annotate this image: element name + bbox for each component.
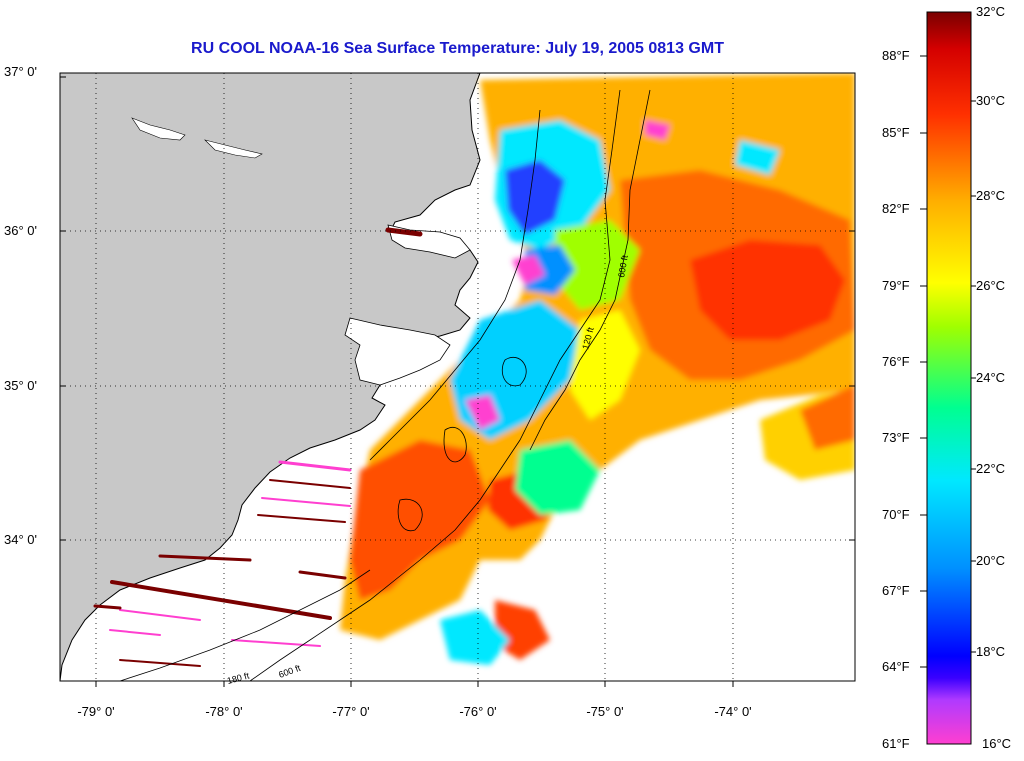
frame-ticks bbox=[60, 76, 855, 687]
colorbar-f-88: 88°F bbox=[882, 48, 910, 63]
noise-streaks bbox=[93, 227, 423, 667]
contour-label-1: 600 ft bbox=[616, 254, 630, 278]
sst-data-layer bbox=[340, 73, 855, 665]
river-estuary-1 bbox=[131, 117, 186, 141]
colorbar-c-16: 16°C bbox=[982, 736, 1012, 751]
colorbar-f-79: 79°F bbox=[882, 278, 910, 293]
colorbar-f-70: 70°F bbox=[882, 507, 910, 522]
colorbar-f-85: 85°F bbox=[882, 125, 910, 140]
lon-label-77: -77° 0' bbox=[332, 704, 370, 719]
colorbar-f-76: 76°F bbox=[882, 354, 910, 369]
colorbar-c-22: 22°C bbox=[976, 461, 1006, 476]
colorbar-c-30: 30°C bbox=[976, 93, 1006, 108]
map-title: RU COOL NOAA-16 Sea Surface Temperature:… bbox=[191, 40, 724, 57]
lon-label-76: -76° 0' bbox=[459, 704, 497, 719]
lon-label-79: -79° 0' bbox=[77, 704, 115, 719]
lon-label-78: -78° 0' bbox=[205, 704, 243, 719]
colorbar-f-82: 82°F bbox=[882, 201, 910, 216]
colorbar bbox=[926, 11, 972, 745]
colorbar-ticks bbox=[920, 55, 976, 668]
colorbar-c-24: 24°C bbox=[976, 370, 1006, 385]
bathymetry-contours bbox=[119, 89, 651, 681]
lon-label-75: -75° 0' bbox=[586, 704, 624, 719]
colorbar-c-32: 32°C bbox=[976, 4, 1006, 19]
lat-label-37: 37° 0' bbox=[4, 64, 37, 79]
colorbar-c-18: 18°C bbox=[976, 644, 1006, 659]
lon-label-74: -74° 0' bbox=[714, 704, 752, 719]
colorbar-c-28: 28°C bbox=[976, 188, 1006, 203]
map-frame bbox=[59, 72, 856, 682]
lat-label-36: 36° 0' bbox=[4, 223, 37, 238]
colorbar-c-20: 20°C bbox=[976, 553, 1006, 568]
pamlico-sound bbox=[344, 317, 451, 386]
colorbar-f-64: 64°F bbox=[882, 659, 910, 674]
lat-label-34: 34° 0' bbox=[4, 532, 37, 547]
colorbar-f-67: 67°F bbox=[882, 583, 910, 598]
lat-label-35: 35° 0' bbox=[4, 378, 37, 393]
colorbar-c-26: 26°C bbox=[976, 278, 1006, 293]
river-estuary-2 bbox=[204, 139, 263, 159]
colorbar-f-61: 61°F bbox=[882, 736, 910, 751]
colorbar-f-73: 73°F bbox=[882, 430, 910, 445]
